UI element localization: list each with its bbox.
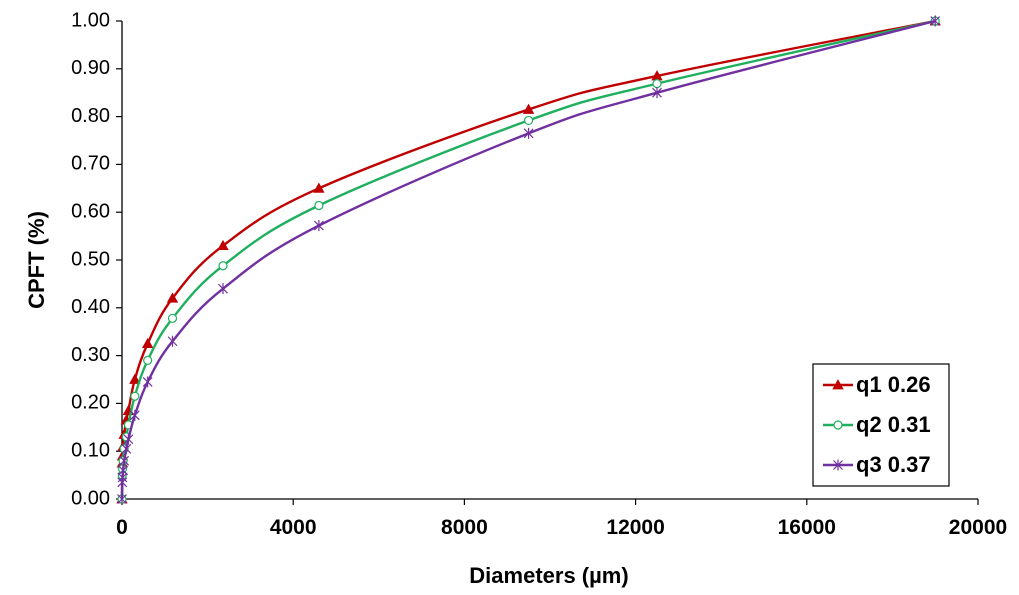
y-tick-label: 0.70: [71, 153, 110, 175]
data-point: [523, 127, 534, 139]
y-tick-label: 0.10: [71, 439, 110, 461]
data-point: [652, 87, 662, 99]
data-point: [314, 200, 324, 211]
data-point: [117, 493, 127, 505]
legend-label: q3 0.37: [856, 452, 931, 477]
data-point: [522, 103, 535, 114]
legend-entry: q1 0.26: [823, 372, 931, 397]
x-ticks: 0 4000 8000 12000 16000 20000: [116, 499, 1007, 539]
x-tick-label: 16000: [778, 516, 836, 539]
y-tick-label: 0.80: [71, 105, 110, 127]
data-point: [217, 239, 229, 251]
data-point: [313, 220, 324, 232]
data-point: [218, 283, 228, 295]
data-point: [166, 292, 179, 303]
series-3: [117, 15, 941, 505]
data-point: [523, 115, 534, 126]
y-tick-label: 0.90: [71, 57, 110, 79]
data-point: [167, 313, 178, 323]
legend-label: q1 0.26: [856, 372, 931, 397]
data-point: [142, 337, 154, 349]
data-point: [129, 409, 140, 421]
data-point: [143, 355, 153, 365]
legend-entry: q2 0.31: [823, 412, 931, 437]
data-point: [129, 373, 141, 384]
data-point: [118, 464, 128, 476]
x-tick-label: 4000: [270, 516, 317, 539]
data-point: [313, 182, 325, 193]
data-point: [167, 335, 178, 347]
legend: q1 0.26 q2 0.31 q3 0.37: [812, 363, 950, 487]
y-tick-label: 0.30: [71, 344, 110, 366]
series-layer: [116, 15, 941, 505]
y-ticks: 0.00 0.10 0.20 0.30 0.40 0.50 0.60 0.70 0.80 0.90…: [71, 9, 122, 509]
y-tick-label: 0.20: [71, 392, 110, 414]
legend-marker: [832, 379, 844, 390]
y-tick-label: 1.00: [71, 9, 110, 31]
legend-label: q2 0.31: [856, 412, 931, 437]
y-tick-label: 0.60: [71, 200, 110, 222]
y-tick-label: 0.00: [71, 487, 110, 509]
x-tick-label: 0: [116, 516, 128, 539]
data-point: [121, 443, 132, 455]
y-tick-label: 0.50: [71, 248, 110, 270]
x-tick-label: 8000: [441, 516, 488, 539]
data-point: [142, 376, 153, 388]
x-axis-title: Diameters (µm): [469, 563, 628, 588]
data-point: [130, 391, 140, 401]
legend-marker: [833, 459, 843, 471]
data-point: [119, 455, 130, 467]
legend-entry: q3 0.37: [823, 452, 931, 477]
legend-marker: [833, 420, 843, 430]
x-tick-label: 12000: [606, 516, 664, 539]
y-tick-label: 0.40: [71, 296, 110, 318]
y-axis-title: CPFT (%): [24, 211, 49, 309]
data-point: [123, 433, 134, 445]
data-point: [930, 15, 941, 27]
x-tick-label: 20000: [949, 516, 1007, 539]
data-point: [218, 261, 228, 271]
data-point: [652, 79, 662, 89]
